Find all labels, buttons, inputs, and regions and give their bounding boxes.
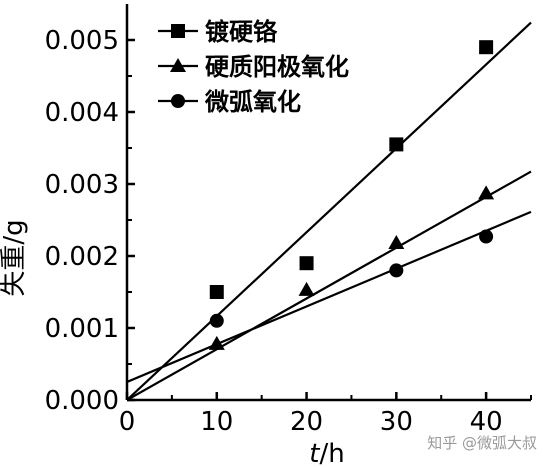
data-point-series-1 [209,285,224,299]
x-axis-title: t/h [309,439,344,467]
y-tick-label: 0.000 [45,386,119,416]
data-point-series-2 [298,281,315,296]
fit-lines [126,21,532,401]
y-tick-label: 0.002 [45,242,119,272]
legend-label-1: 镀硬铬 [205,18,278,46]
data-point-series-2 [478,185,495,200]
data-point-series-3 [389,263,404,278]
data-point-series-1 [299,256,314,271]
axes: 0.000 0.001 0.002 0.003 0.004 0.005 0 10 20 30 40 [45,4,532,437]
legend-marker-1 [171,24,185,38]
x-axis-title-unit: /h [319,439,344,467]
data-point-series-3 [479,229,494,244]
data-point-series-1 [479,40,494,55]
data-point-series-2 [208,335,225,350]
fit-line-1 [126,21,532,401]
legend-marker-2 [170,58,186,72]
data-point-series-2 [388,235,405,250]
x-tick-label: 20 [290,407,323,437]
legend-label-2: 硬质阳极氧化 [205,53,349,81]
watermark: 知乎 @微弧大叔 [427,434,537,452]
x-axis-title-variable: t [309,439,320,467]
y-tick-label: 0.005 [45,26,119,56]
legend-marker-3 [171,94,185,108]
legend-label-3: 微弧氧化 [204,88,301,116]
x-tick-label: 40 [470,407,503,437]
y-tick-label: 0.003 [45,170,119,200]
y-tick-label: 0.001 [45,314,119,344]
fit-line-2 [126,170,532,401]
data-point-series-3 [209,313,224,328]
y-tick-label: 0.004 [45,98,119,128]
fit-line-3 [126,210,532,384]
x-tick-label: 30 [380,407,413,437]
data-point-series-1 [389,137,404,152]
x-tick-label: 10 [200,407,233,437]
data-markers [208,40,495,350]
y-axis-title: 失重/g [0,219,29,296]
x-tick-label: 0 [119,407,136,437]
